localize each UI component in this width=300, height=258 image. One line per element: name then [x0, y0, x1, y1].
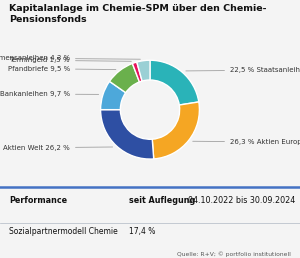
Text: 17,4 %: 17,4 %	[129, 228, 155, 237]
Text: Aktien Welt 26,2 %: Aktien Welt 26,2 %	[3, 145, 112, 151]
Text: seit Auflegung: seit Auflegung	[129, 196, 198, 205]
Wedge shape	[132, 62, 142, 82]
Text: Kapitalanlage im Chemie-SPM über den Chemie-: Kapitalanlage im Chemie-SPM über den Che…	[9, 4, 266, 13]
Wedge shape	[152, 102, 200, 159]
Text: Quelle: R+V; © portfolio institutionell: Quelle: R+V; © portfolio institutionell	[177, 251, 291, 257]
Text: Bankanleihen 9,7 %: Bankanleihen 9,7 %	[0, 91, 99, 97]
Text: Pfandbriefe 9,5 %: Pfandbriefe 9,5 %	[8, 66, 116, 72]
Text: Performance: Performance	[9, 196, 67, 205]
Text: Pensionsfonds: Pensionsfonds	[9, 15, 87, 24]
Wedge shape	[100, 110, 154, 159]
Text: 22,5 % Staatsanleihen: 22,5 % Staatsanleihen	[186, 67, 300, 73]
Text: Unternehmensanleihen 4,3 %: Unternehmensanleihen 4,3 %	[0, 55, 140, 61]
Wedge shape	[150, 60, 199, 105]
Wedge shape	[137, 60, 150, 81]
Text: 04.10.2022 bis 30.09.2024: 04.10.2022 bis 30.09.2024	[188, 196, 295, 205]
Text: Termingeld 1,5 %: Termingeld 1,5 %	[10, 57, 131, 63]
Text: 26,3 % Aktien Europa: 26,3 % Aktien Europa	[193, 139, 300, 145]
Wedge shape	[100, 81, 126, 110]
Wedge shape	[110, 63, 140, 93]
Text: Sozialpartnermodell Chemie: Sozialpartnermodell Chemie	[9, 228, 118, 237]
